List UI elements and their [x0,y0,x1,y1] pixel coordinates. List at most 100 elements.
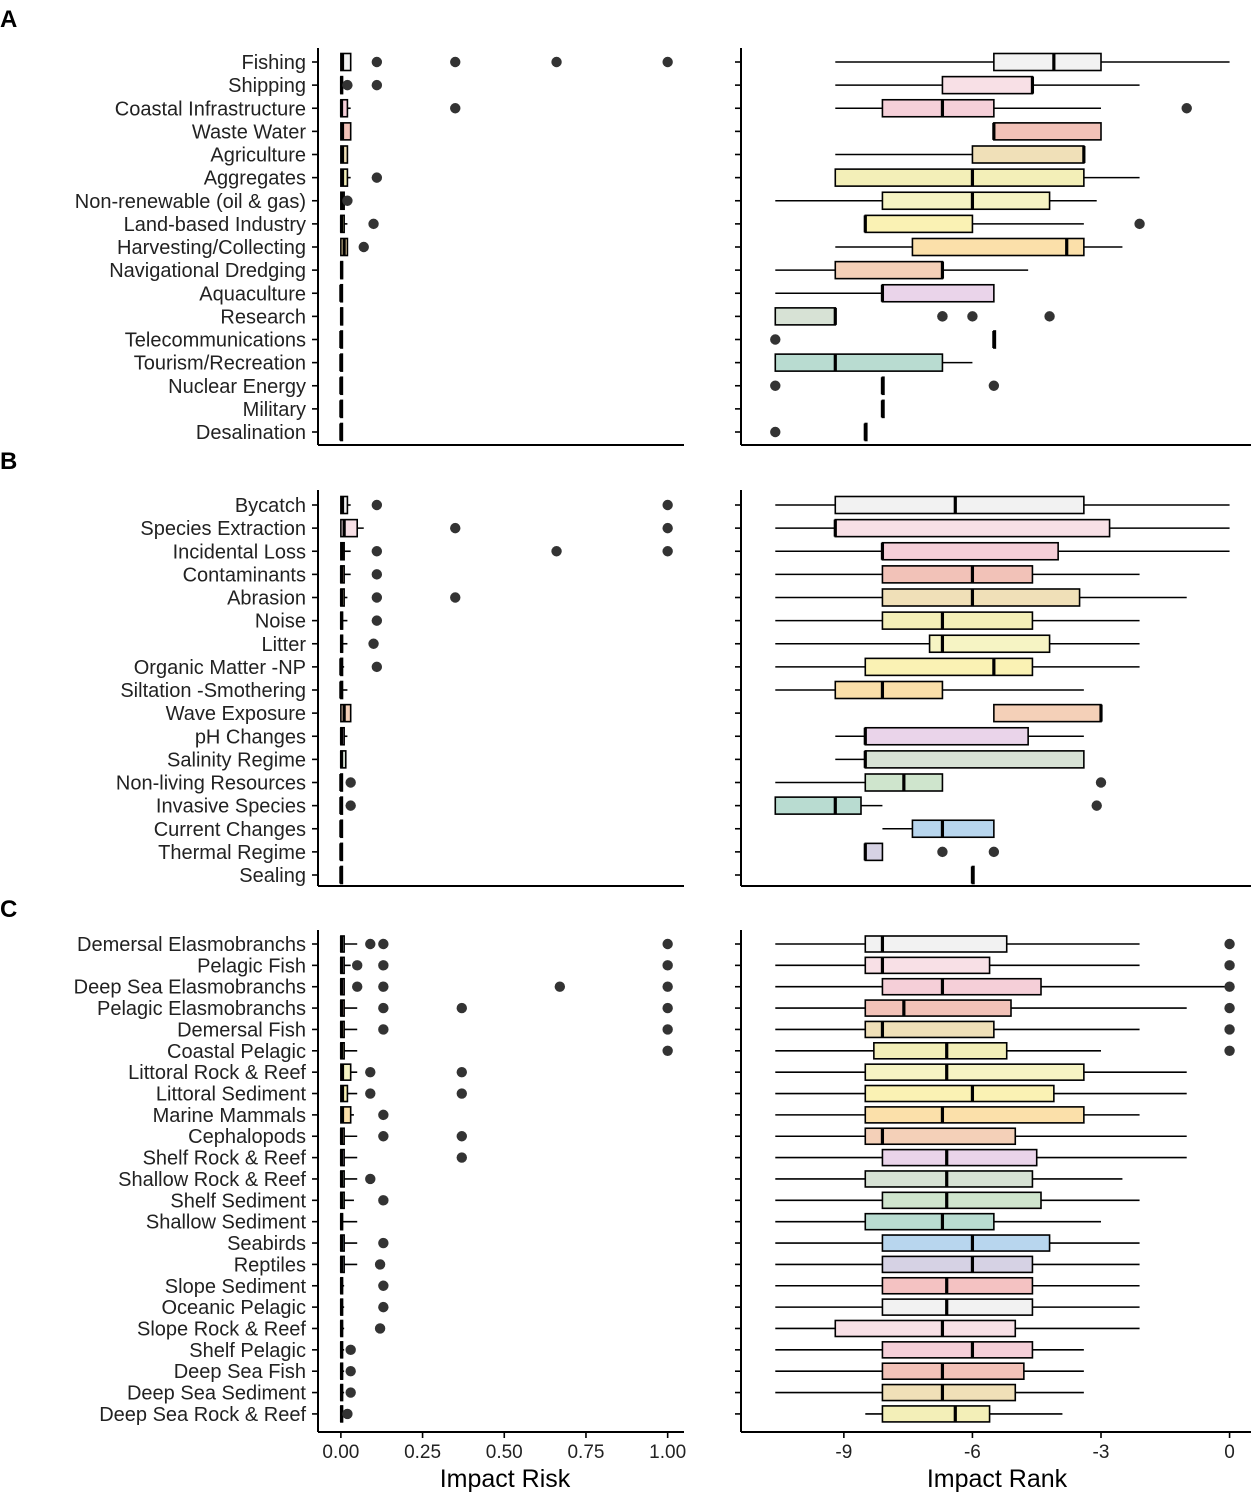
category-label: Non-renewable (oil & gas) [75,191,306,213]
category-label: Marine Mammals [153,1105,306,1127]
risk-box [340,1106,352,1124]
rank-box [993,122,1102,141]
category-label: Deep Sea Elasmobranchs [74,977,306,999]
risk-outlier-0 [378,1195,389,1206]
rank-box [881,588,1081,607]
risk-outlier-1 [450,56,461,68]
rank-box [911,819,995,839]
rank-tick-label: -6 [964,1442,981,1463]
rank-box [881,98,995,118]
rank-box [864,1063,1085,1081]
rank-box [834,260,944,280]
category-label: Littoral Rock & Reef [128,1062,306,1084]
category-label: Coastal Pelagic [167,1041,306,1063]
category-label: Coastal Infrastructure [115,98,306,120]
risk-box [340,1063,352,1081]
rank-outlier-0 [1134,218,1145,230]
risk-outlier-0 [450,103,461,114]
category-label: Deep Sea Fish [174,1361,306,1383]
risk-outlier-0 [365,1066,376,1078]
category-label: Siltation -Smothering [120,680,306,702]
category-label: Desalination [196,422,306,444]
risk-outlier-0 [378,1002,389,1014]
risk-tick-label: 0.25 [404,1442,441,1463]
category-label: Shelf Sediment [170,1190,306,1212]
rank-box [881,1255,1034,1274]
rank-box [881,1234,1051,1252]
rank-box [834,680,944,700]
rank-box [864,750,1085,769]
rank-box [881,541,1059,561]
rank-box [881,1298,1034,1316]
category-label: Reptiles [234,1254,306,1276]
risk-outlier-0 [342,1408,353,1420]
risk-outlier-0 [378,1301,389,1313]
risk-outlier-0 [358,241,369,253]
rank-box [864,214,974,234]
risk-outlier-1 [662,522,673,534]
rank-outlier-0 [1181,103,1192,114]
risk-box [340,495,349,515]
category-label: Oceanic Pelagic [161,1297,306,1319]
category-label: Thermal Regime [158,842,306,864]
category-label: Invasive Species [156,796,306,818]
risk-box [340,122,352,141]
risk-outlier-0 [450,522,461,534]
category-label: Slope Rock & Reef [137,1318,306,1340]
risk-outlier-0 [371,615,383,626]
risk-outlier-2 [554,981,566,992]
risk-outlier-1 [371,79,383,91]
panel-label-c: C [0,896,17,923]
panel-label-a: A [0,6,17,33]
rank-box [864,1127,1017,1146]
rank-box [881,1276,1034,1295]
risk-tick-label: 0.00 [322,1442,359,1463]
category-label: Seabirds [227,1233,306,1255]
category-label: Deep Sea Sediment [127,1383,306,1405]
risk-outlier-1 [662,1024,673,1035]
category-label: Demersal Fish [177,1019,306,1041]
rank-box [774,353,944,372]
rank-box [881,283,995,303]
risk-outlier-0 [371,592,383,603]
rank-box [864,657,1034,677]
category-label: Shallow Sediment [146,1212,307,1234]
category-label: Abrasion [227,588,306,610]
risk-outlier-0 [378,1024,389,1035]
category-label: Non-living Resources [116,773,306,795]
panel-label-b: B [0,448,17,475]
category-label: Cephalopods [188,1126,306,1148]
category-label: Sealing [239,865,306,887]
risk-outlier-1 [378,981,389,992]
rank-outlier-2 [967,311,978,322]
category-label: Pelagic Fish [197,955,306,977]
category-label: Wave Exposure [166,703,306,725]
category-label: Tourism/Recreation [134,353,306,375]
risk-outlier-1 [662,499,673,511]
risk-outlier-0 [371,569,383,580]
risk-outlier-0 [368,218,379,230]
risk-box [340,168,349,187]
rank-outlier-1 [937,311,948,322]
rank-box [911,237,1085,257]
risk-outlier-2 [662,1002,673,1014]
rank-box [881,1362,1025,1380]
risk-tick-label: 1.00 [649,1442,686,1463]
rank-box [881,565,1034,584]
rank-box [774,796,862,815]
risk-box [340,145,349,164]
risk-outlier-0 [662,1045,673,1057]
risk-outlier-0 [345,777,356,788]
risk-outlier-0 [371,661,383,673]
category-label: Harvesting/Collecting [117,237,306,259]
risk-outlier-3 [662,981,673,992]
rank-outlier-3 [1044,311,1055,322]
rank-box [928,634,1051,654]
category-label: Telecommunications [125,330,306,352]
category-label: pH Changes [195,726,306,748]
